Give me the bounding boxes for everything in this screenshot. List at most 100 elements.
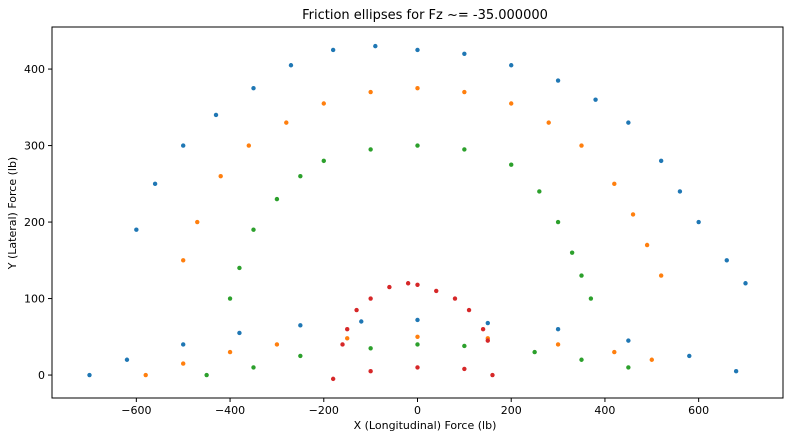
data-point [330, 376, 336, 382]
data-point [237, 330, 242, 336]
data-point [626, 365, 631, 370]
x-tick-label: −200 [309, 404, 339, 417]
data-point [733, 369, 739, 374]
data-point [321, 158, 326, 164]
data-point [588, 296, 594, 301]
data-point [143, 372, 148, 378]
data-point [274, 342, 280, 347]
data-point [181, 143, 186, 148]
data-point [434, 288, 439, 294]
y-tick-label: 100 [24, 293, 45, 306]
axis-layer: −600 −400 −200 0 200 400 600 0 100 200 300 400 [24, 63, 709, 417]
data-point [288, 63, 294, 68]
data-point [195, 219, 200, 225]
data-point [696, 219, 701, 225]
data-point [227, 349, 233, 355]
data-point [626, 120, 631, 125]
x-axis-label: X (Longitudinal) Force (lb) [354, 419, 497, 432]
data-point [204, 372, 209, 378]
x-tick-label: 600 [688, 404, 709, 417]
data-point [579, 273, 584, 278]
data-point [579, 357, 584, 362]
data-point [677, 189, 683, 194]
data-point [251, 365, 256, 370]
data-point [724, 258, 729, 263]
data-point [644, 242, 650, 248]
data-point [298, 173, 303, 179]
data-point [330, 47, 336, 53]
data-point [555, 342, 561, 347]
y-tick-label: 300 [24, 140, 45, 153]
y-tick-label: 0 [38, 369, 45, 382]
data-point [626, 338, 631, 343]
data-point [373, 43, 378, 49]
data-point [415, 282, 420, 287]
data-point [251, 85, 256, 91]
data-point [181, 342, 186, 347]
data-point [359, 319, 364, 324]
data-point [124, 357, 130, 362]
data-point [658, 273, 664, 278]
x-tick-label: −600 [121, 404, 151, 417]
x-tick-label: 400 [594, 404, 615, 417]
data-point [509, 101, 514, 106]
x-tick-label: 0 [414, 404, 421, 417]
data-point [298, 323, 303, 328]
data-point [415, 342, 420, 347]
data-point [246, 143, 252, 148]
data-point [555, 78, 561, 83]
series-orange [143, 85, 664, 378]
x-tick-label: −400 [215, 404, 245, 417]
data-point [593, 97, 598, 102]
data-point [152, 181, 158, 187]
data-point [415, 334, 420, 340]
data-point [452, 296, 458, 301]
data-point [368, 147, 373, 152]
data-point [630, 212, 636, 217]
data-point [340, 342, 345, 347]
data-point [415, 317, 420, 323]
data-point [368, 369, 373, 374]
data-point [227, 296, 233, 301]
data-point [298, 353, 303, 359]
data-point [462, 366, 467, 372]
data-point [490, 372, 495, 378]
data-point [274, 196, 280, 202]
data-point [462, 147, 467, 152]
data-point [415, 47, 420, 53]
data-point [687, 353, 692, 359]
data-point [345, 326, 350, 332]
y-tick-label: 200 [24, 216, 45, 229]
chart-title: Friction ellipses for Fz ~= -35.000000 [302, 8, 548, 23]
data-point [181, 361, 186, 366]
data-point [345, 336, 350, 341]
data-point [284, 120, 289, 125]
data-point [537, 189, 542, 194]
data-point [415, 85, 420, 91]
data-point [743, 281, 748, 286]
data-point [387, 284, 392, 290]
data-point [415, 365, 420, 370]
data-point [218, 173, 223, 179]
data-point [462, 51, 467, 56]
data-point [87, 372, 92, 378]
data-point [569, 250, 575, 255]
data-point [181, 258, 186, 263]
data-point [480, 326, 486, 332]
data-point [213, 112, 219, 118]
data-point [485, 338, 490, 343]
data-point [368, 89, 373, 95]
data-point [354, 307, 359, 313]
series-blue [87, 43, 748, 378]
data-point [251, 227, 256, 232]
data-point [555, 326, 561, 332]
y-axis-label: Y (Lateral) Force (lb) [6, 157, 19, 270]
data-point [658, 158, 664, 164]
data-point [649, 357, 654, 362]
data-point [462, 343, 467, 349]
data-point [321, 101, 326, 106]
data-point [368, 346, 373, 351]
series-green [204, 143, 631, 378]
data-point [509, 162, 514, 167]
